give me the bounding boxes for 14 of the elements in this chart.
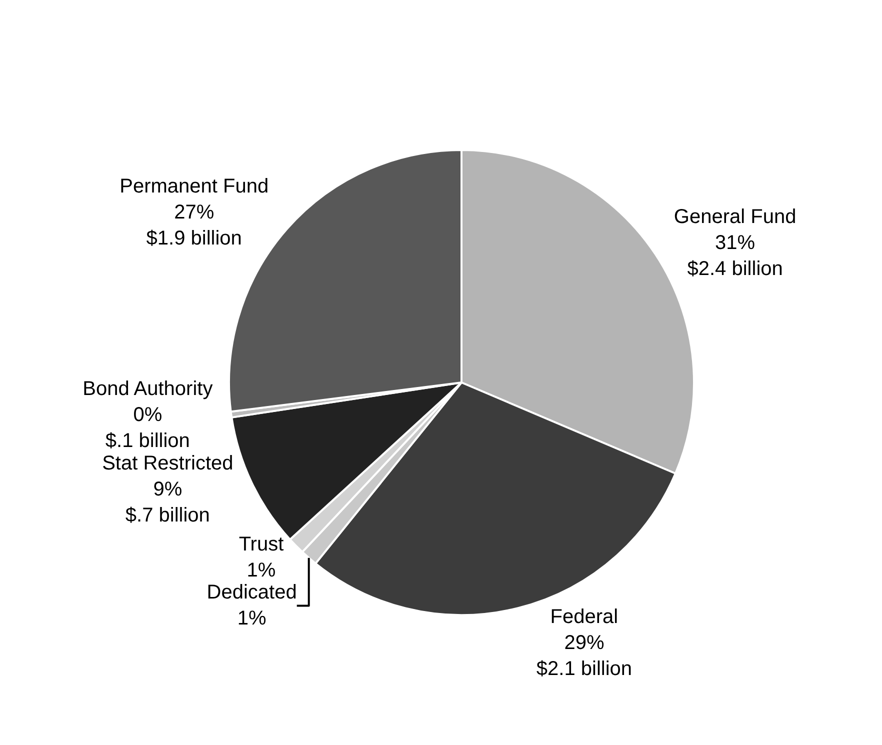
data-label: 9% $.7 billion (125, 478, 210, 527)
slice-label: General Fund (674, 206, 796, 228)
data-label: 29% $2.1 billion (536, 632, 632, 680)
data-label: 1% (246, 560, 276, 582)
slice-label: Bond Authority (82, 378, 213, 400)
data-label: 0% $.1 billion (105, 404, 190, 452)
slice-label: Permanent Fund (120, 176, 269, 198)
data-label: 31% $2.4 billion (687, 232, 783, 280)
data-label: 27% $1.9 billion (146, 202, 242, 250)
slice-label: Federal (550, 606, 618, 628)
slice-label: Dedicated (206, 582, 297, 604)
slice-label: Trust (238, 534, 284, 556)
data-label: 1% (237, 608, 266, 630)
slice-label: Stat Restricted (102, 452, 234, 475)
